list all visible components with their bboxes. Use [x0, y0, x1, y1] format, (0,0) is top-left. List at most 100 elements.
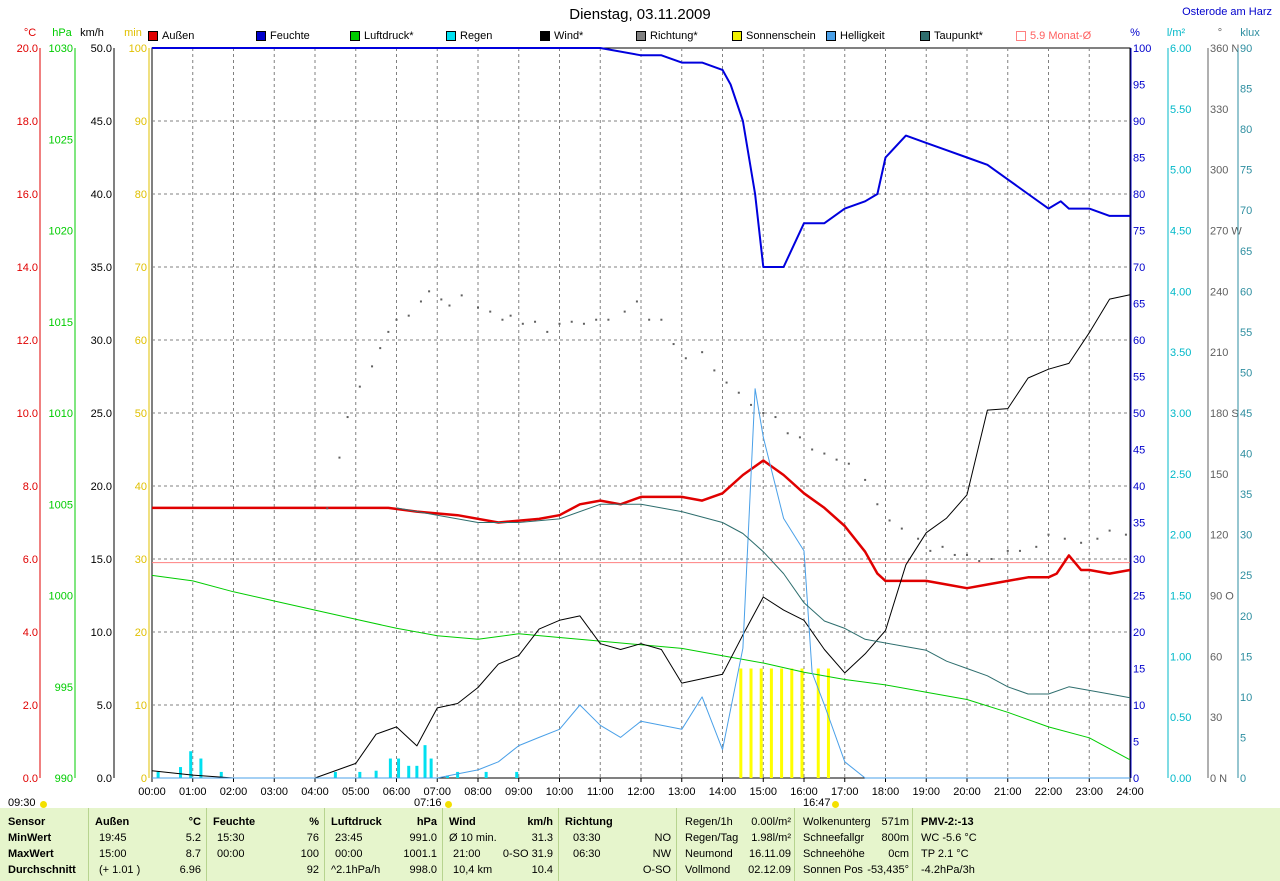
direction-point: [1108, 529, 1111, 532]
legend-item-richtung: Richtung*: [636, 30, 698, 42]
row-label: MaxWert: [8, 848, 54, 860]
axis-tick-label-direction_deg: 360 N: [1210, 43, 1239, 55]
direction-point: [876, 503, 879, 506]
axis-tick-label-pressure_hpa: 1010: [49, 408, 73, 420]
cell-value: 10.4: [531, 864, 553, 876]
axis-tick-label-wind_kmh: 30.0: [91, 335, 112, 347]
legend-label: Richtung*: [650, 30, 698, 42]
chart-legend: Außen Feuchte Luftdruck* Regen Wind* Ric…: [148, 30, 1148, 46]
axis-tick-label-pressure_hpa: 1005: [49, 499, 73, 511]
legend-swatch: [446, 31, 456, 41]
legend-label: Taupunkt*: [934, 30, 983, 42]
axis-unit-light_klux: klux: [1240, 27, 1260, 39]
x-tick-label: 10:00: [546, 786, 574, 798]
axis-tick-label-humidity_pct: 50: [1133, 408, 1145, 420]
cell-time: 19:45: [99, 832, 127, 844]
series-line-wind: [151, 294, 1131, 779]
direction-point: [1018, 549, 1021, 552]
direction-point: [440, 298, 443, 301]
cell-time: 23:45: [335, 832, 363, 844]
stats-footer: Sensor MinWert MaxWert Durchschnitt Auße…: [0, 808, 1280, 881]
direction-point: [1096, 537, 1099, 540]
legend-item-taupunkt: Taupunkt*: [920, 30, 983, 42]
x-tick-label: 03:00: [260, 786, 288, 798]
legend-label: 5.9 Monat-Ø: [1030, 30, 1092, 42]
cell-value: 92: [306, 864, 319, 876]
row-label: Sensor: [8, 816, 46, 828]
axis-tick-label-wind_kmh: 50.0: [91, 43, 112, 55]
cell-time: 21:00: [453, 848, 481, 860]
axis-tick-label-humidity_pct: 40: [1133, 481, 1145, 493]
cell-value: 0-SO 31.9: [502, 848, 553, 860]
x-tick-label: 04:00: [301, 786, 329, 798]
wind-column: Wind km/h Ø 10 min. 31.3 21:00 0-SO 31.9…: [442, 808, 559, 881]
row-label: MinWert: [8, 832, 52, 844]
direction-point: [648, 318, 651, 321]
legend-label: Sonnenschein: [746, 30, 816, 42]
axis-tick-label-direction_deg: 120: [1210, 530, 1228, 542]
cell-value: NO: [654, 832, 672, 844]
legend-item-luftdruck: Luftdruck*: [350, 30, 414, 42]
axis-tick-label-pressure_hpa: 995: [55, 682, 73, 694]
legend-swatch: [920, 31, 930, 41]
axis-tick-label-sun_min: 50: [135, 408, 147, 420]
column-unit: km/h: [527, 816, 553, 828]
direction-point: [786, 432, 789, 435]
axis-tick-label-temp_c: 4.0: [23, 627, 38, 639]
direction-point: [847, 462, 850, 465]
legend-swatch: [256, 31, 266, 41]
sun-marker-icon: [445, 801, 452, 808]
column-head: Wind: [449, 816, 476, 828]
column-unit: %: [309, 816, 319, 828]
axis-tick-label-humidity_pct: 95: [1133, 80, 1145, 92]
cell-time: 06:30: [573, 848, 601, 860]
axis-tick-label-sun_min: 0: [141, 773, 147, 785]
cell-value: NW: [652, 848, 671, 860]
axis-tick-label-light_klux: 65: [1240, 246, 1252, 258]
axis-tick-label-temp_c: 18.0: [17, 116, 38, 128]
location-label: Osterode am Harz: [1182, 6, 1272, 18]
legend-item-helligkeit: Helligkeit: [826, 30, 885, 42]
axis-tick-label-temp_c: 6.0: [23, 554, 38, 566]
direction-point: [534, 320, 537, 323]
cell-time: 15:00: [99, 848, 127, 860]
column-head: Außen: [95, 816, 130, 828]
direction-point: [558, 322, 561, 325]
column-head: Luftdruck: [331, 816, 382, 828]
axis-unit-direction_deg: °: [1218, 27, 1222, 39]
luftdruck-column: Luftdruck hPa 23:45 991.0 00:00 1001.1 ^…: [324, 808, 443, 881]
x-tick-label: 22:00: [1035, 786, 1063, 798]
axis-unit-sun_min: min: [124, 27, 142, 39]
direction-point: [570, 320, 573, 323]
axis-tick-label-wind_kmh: 10.0: [91, 627, 112, 639]
direction-point: [823, 452, 826, 455]
richtung-column: Richtung 03:30 NO 06:30 NW O-SO: [558, 808, 677, 881]
cell-value: 16.11.09: [748, 848, 791, 860]
axis-tick-label-direction_deg: 0 N: [1210, 773, 1227, 785]
direction-point: [798, 436, 801, 439]
series-line-helligkeit: [152, 388, 1130, 779]
legend-item-regen: Regen: [446, 30, 492, 42]
axis-tick-label-rain_lm2: 2.50: [1170, 469, 1191, 481]
axis-tick-label-humidity_pct: 45: [1133, 445, 1145, 457]
series-line-feuchte: [152, 47, 1130, 268]
direction-point: [725, 381, 728, 384]
axis-tick-label-direction_deg: 300: [1210, 165, 1228, 177]
axis-tick-label-wind_kmh: 25.0: [91, 408, 112, 420]
direction-point: [395, 318, 398, 321]
axis-tick-label-temp_c: 14.0: [17, 262, 38, 274]
axis-tick-label-temp_c: 2.0: [23, 700, 38, 712]
legend-swatch: [350, 31, 360, 41]
feuchte-column: Feuchte % 15:30 76 00:00 100 92: [206, 808, 325, 881]
axis-tick-label-pressure_hpa: 1030: [49, 43, 73, 55]
direction-point: [521, 322, 524, 325]
axis-tick-label-humidity_pct: 65: [1133, 299, 1145, 311]
direction-point: [546, 330, 549, 333]
axis-tick-label-humidity_pct: 90: [1133, 116, 1145, 128]
direction-point: [990, 558, 993, 560]
direction-point: [917, 537, 920, 540]
cell-time: 15:30: [217, 832, 245, 844]
cell-time: Ø 10 min.: [449, 832, 497, 844]
x-tick-label: 19:00: [912, 786, 940, 798]
cell-value: 0.00l/m²: [751, 816, 791, 828]
